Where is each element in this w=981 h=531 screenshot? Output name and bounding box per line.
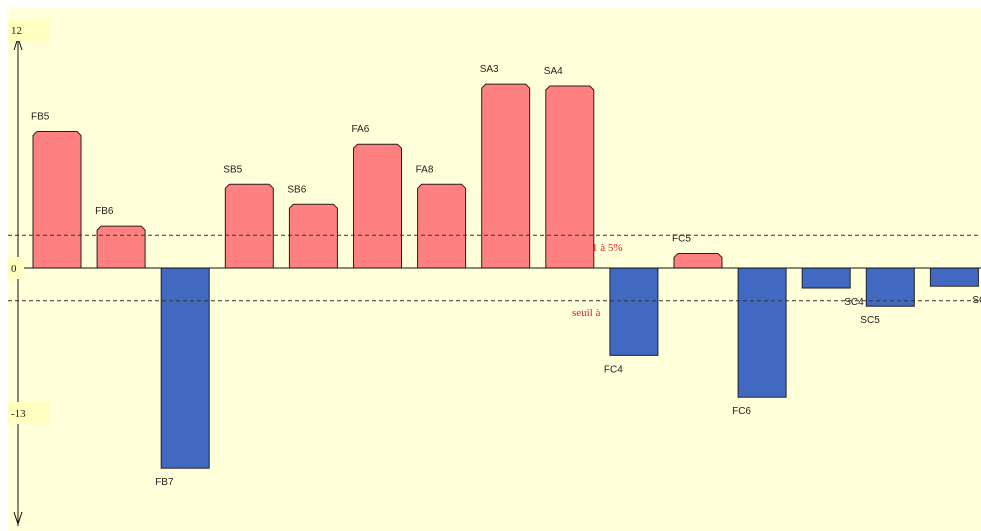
bar-label-fb5: FB5: [31, 112, 50, 123]
bars-layer: [32, 83, 979, 469]
bar-label-fa6: FA6: [352, 124, 370, 135]
y-tick-box-3: [8, 402, 50, 424]
bar-label-fb7: FB7: [155, 477, 174, 488]
threshold-label-1: 1 à 5%: [592, 242, 623, 254]
y-tick-box-1: [8, 19, 50, 41]
labels-layer: FB5 FB6 FB7 SB5 SB6 FA6 FA8 SA3 SA4 FC4 FC5 FC6 SC4 S…: [11, 25, 981, 488]
bar-label-sb6: SB6: [287, 184, 306, 195]
threshold-label-2: seuil à: [572, 307, 601, 319]
bar-label-sc4: SC4: [844, 297, 864, 308]
bar-label-sc6: SC6: [972, 295, 981, 306]
y-tick-label-2: 0: [11, 263, 17, 275]
bar-label-fc6: FC6: [732, 406, 751, 417]
bar-sc4: [801, 267, 851, 289]
bar-label-fb6: FB6: [95, 206, 114, 217]
bar-label-sa4: SA4: [544, 66, 563, 77]
y-axis-arrow-down: [13, 511, 23, 526]
y-tick-box-2: [8, 257, 24, 279]
bar-label-fa8: FA8: [416, 164, 434, 175]
y-tick-label-3: -13: [11, 408, 26, 420]
bar-fc5: [673, 252, 723, 269]
bar-label-sa3: SA3: [480, 64, 499, 75]
bar-fb7: [160, 267, 210, 469]
bar-fc4: [609, 267, 659, 356]
bar-sa3: [481, 83, 531, 269]
bar-fb6: [96, 225, 146, 269]
bar-label-fc5: FC5: [672, 233, 691, 244]
bar-sb6: [288, 203, 338, 269]
bar-fa8: [417, 183, 467, 269]
axes-layer: [8, 19, 981, 526]
bar-fb5: [32, 131, 82, 269]
bar-fa6: [353, 143, 402, 269]
bar-label-sb5: SB5: [223, 164, 242, 175]
y-tick-label-1: 12: [11, 25, 22, 37]
bar-label-fc4: FC4: [604, 364, 623, 375]
bar-sc6: [929, 267, 979, 287]
bar-label-sc5: SC5: [860, 315, 880, 326]
bar-sa4: [545, 85, 595, 269]
bar-sb5: [224, 183, 274, 269]
bar-fc6: [737, 267, 787, 398]
